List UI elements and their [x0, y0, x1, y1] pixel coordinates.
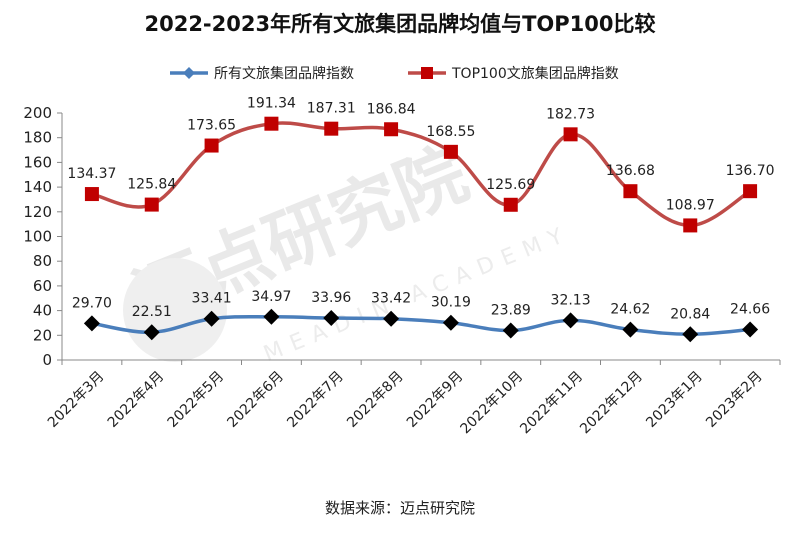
y-tick-label: 60	[33, 277, 52, 295]
data-label: 32.13	[551, 292, 591, 308]
x-tick-label: 2023年1月	[643, 368, 706, 431]
diamond-point	[383, 310, 400, 327]
data-label: 191.34	[247, 96, 296, 112]
data-label: 187.31	[307, 101, 356, 117]
square-point	[443, 144, 458, 159]
y-tick-label: 200	[23, 104, 52, 122]
data-label: 33.41	[192, 291, 232, 307]
square-point	[384, 122, 399, 137]
data-label: 182.73	[546, 106, 595, 122]
source-note: 数据来源：迈点研究院	[324, 499, 475, 517]
diamond-point	[682, 326, 699, 343]
square-point	[503, 197, 518, 212]
y-tick-label: 180	[23, 129, 52, 147]
diamond-point	[203, 310, 220, 327]
x-tick-label: 2022年8月	[344, 368, 407, 431]
diamond-point	[442, 314, 459, 331]
y-tick-label: 20	[33, 326, 52, 344]
data-label: 136.70	[726, 163, 775, 179]
diamond-point	[622, 321, 639, 338]
data-label: 186.84	[367, 101, 416, 117]
y-tick-label: 80	[33, 252, 52, 270]
chart-legend: 所有文旅集团品牌指数 TOP100文旅集团品牌指数	[170, 65, 619, 82]
y-tick-label: 40	[33, 302, 52, 320]
data-label: 24.66	[730, 302, 770, 318]
square-point	[264, 116, 279, 131]
diamond-point	[742, 321, 759, 338]
legend-diamond-icon	[183, 67, 195, 79]
diamond-point	[263, 308, 280, 325]
data-label: 33.96	[311, 290, 351, 306]
x-tick-label: 2022年7月	[284, 368, 347, 431]
diamond-point	[562, 312, 579, 329]
square-point	[324, 121, 339, 136]
y-tick-label: 100	[23, 228, 52, 246]
data-label: 20.84	[670, 306, 710, 322]
square-point	[743, 184, 758, 199]
x-tick-label: 2022年4月	[105, 368, 168, 431]
square-point	[563, 127, 578, 142]
square-point	[84, 187, 99, 202]
legend-square-icon	[421, 67, 433, 79]
x-tick-label: 2023年2月	[703, 368, 766, 431]
data-label: 30.19	[431, 295, 471, 311]
data-label: 136.68	[606, 163, 655, 179]
data-label: 168.55	[426, 124, 475, 140]
x-tick-label: 2022年3月	[45, 368, 108, 431]
data-label: 29.70	[72, 295, 112, 311]
data-label: 125.69	[486, 177, 535, 193]
x-tick-label: 2022年11月	[517, 368, 586, 437]
chart-title: 2022-2023年所有文旅集团品牌均值与TOP100比较	[144, 12, 656, 36]
square-point	[204, 138, 219, 153]
y-tick-label: 0	[42, 351, 52, 369]
square-point	[683, 218, 698, 233]
x-tick-label: 2022年6月	[224, 368, 287, 431]
data-labels: 29.70 22.51 33.41 34.97 33.96 33.42 30.19 23.89…	[67, 96, 774, 323]
legend-label: TOP100文旅集团品牌指数	[451, 65, 619, 82]
square-point	[144, 197, 159, 212]
x-tick-label: 2022年5月	[165, 368, 228, 431]
diamond-point	[83, 315, 100, 332]
chart-series	[83, 116, 759, 343]
data-label: 173.65	[187, 118, 236, 134]
y-tick-label: 140	[23, 178, 52, 196]
x-tick-label: 2022年9月	[404, 368, 467, 431]
data-label: 23.89	[491, 302, 531, 318]
data-label: 108.97	[666, 197, 715, 213]
y-tick-label: 120	[23, 203, 52, 221]
x-tick-label: 2022年12月	[577, 368, 646, 437]
data-label: 34.97	[251, 289, 291, 305]
legend-label: 所有文旅集团品牌指数	[214, 65, 354, 82]
data-label: 134.37	[67, 166, 116, 182]
data-label: 125.84	[127, 177, 176, 193]
x-tick-label: 2022年10月	[457, 368, 526, 437]
data-label: 33.42	[371, 291, 411, 307]
y-tick-label: 160	[23, 153, 52, 171]
diamond-point	[323, 310, 340, 327]
data-label: 22.51	[132, 304, 172, 320]
diamond-point	[143, 324, 160, 341]
data-label: 24.62	[610, 302, 650, 318]
diamond-point	[502, 322, 519, 339]
square-point	[623, 184, 638, 199]
